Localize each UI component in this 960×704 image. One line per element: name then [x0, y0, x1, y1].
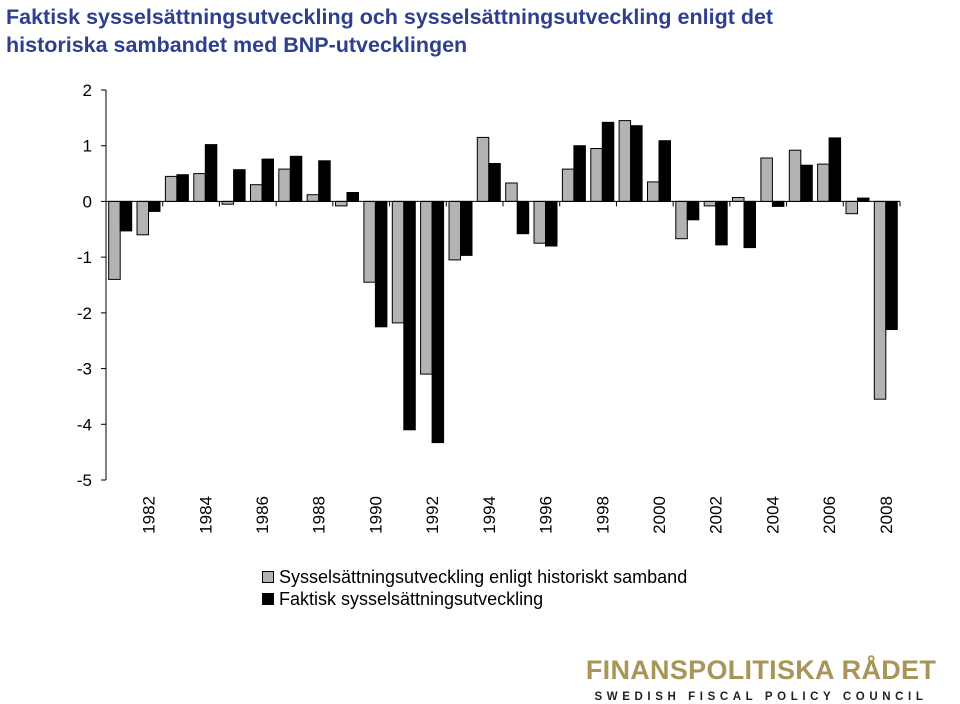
- chart-title-line-1: Faktisk sysselsättningsutveckling och sy…: [6, 5, 774, 29]
- x-tick-label: 1988: [310, 496, 329, 534]
- x-tick-label: 2006: [820, 496, 839, 534]
- bar-historic-2000: [647, 181, 660, 202]
- y-tick-label: 0: [83, 192, 92, 211]
- bar-actual-1987: [289, 155, 303, 202]
- bar-historic-2004: [760, 157, 773, 202]
- bar-actual-1995: [516, 200, 530, 235]
- bar-actual-1981: [119, 200, 133, 232]
- x-tick-label: 2002: [707, 496, 726, 534]
- y-tick-labels: 2 1 0 -1 -2 -3 -4 -5: [77, 81, 92, 490]
- bar-historic-1995: [505, 182, 518, 202]
- legend-swatch-actual: [262, 593, 274, 605]
- bar-actual-1983: [176, 174, 189, 202]
- bar-actual-1986: [261, 158, 274, 202]
- x-tick-label: 2008: [877, 496, 896, 534]
- bar-actual-1997: [573, 145, 586, 202]
- x-tick-label: 1996: [537, 496, 556, 534]
- x-tick-label: 1994: [480, 496, 499, 534]
- legend-item-actual: Faktisk sysselsättningsutveckling: [262, 588, 687, 610]
- bar-actual-1989: [346, 192, 359, 202]
- bar-actual-2002: [715, 200, 728, 246]
- bar-historic-1982: [136, 200, 149, 236]
- bar-historic-1991: [391, 200, 405, 324]
- bar-historic-2008: [873, 200, 887, 400]
- bar-historic-2003: [732, 197, 745, 202]
- y-tick-label: -3: [77, 360, 92, 379]
- x-tick-label: 2004: [763, 496, 782, 534]
- bars-group: [108, 120, 898, 444]
- x-tick-label: 1990: [366, 496, 385, 534]
- bar-historic-2006: [817, 163, 830, 202]
- bar-historic-1981: [108, 200, 121, 280]
- x-tick-label: 1982: [140, 496, 159, 534]
- bar-historic-1986: [250, 184, 263, 202]
- y-tick-label: -1: [77, 248, 92, 267]
- bar-historic-1988: [306, 194, 320, 202]
- x-tick-labels: 1982 1984 1986 1988 1990 1992 1994 1996 1998 2000…: [140, 496, 896, 534]
- logo: FINANSPOLITISKA RÅDET SWEDISH FISCAL POL…: [567, 654, 955, 703]
- axes-group: [101, 89, 901, 481]
- bar-actual-2005: [800, 164, 813, 202]
- y-tick-label: -5: [77, 471, 92, 490]
- bar-actual-2006: [828, 137, 842, 202]
- bar-actual-2001: [686, 200, 700, 221]
- y-tick-label: -4: [77, 415, 92, 434]
- bar-actual-1990: [374, 200, 388, 328]
- chart-title-line-2: historiska sambandet med BNP-utvecklinge…: [6, 33, 468, 57]
- bar-historic-1993: [448, 200, 461, 261]
- logo-tagline: SWEDISH FISCAL POLICY COUNCIL: [594, 691, 928, 703]
- legend-item-historic: Sysselsättningsutveckling enligt histori…: [262, 566, 687, 588]
- chart-title: Faktisk sysselsättningsutveckling och sy…: [6, 3, 946, 59]
- legend-label-historic: Sysselsättningsutveckling enligt histori…: [279, 567, 688, 587]
- bar-actual-1994: [488, 163, 501, 202]
- x-tick-label: 1984: [196, 496, 215, 534]
- bar-actual-2007: [857, 197, 870, 202]
- y-tick-label: -2: [77, 304, 92, 323]
- bar-historic-2005: [788, 149, 802, 202]
- bar-historic-1999: [618, 120, 632, 202]
- bar-historic-1996: [533, 200, 546, 244]
- bar-actual-1988: [318, 160, 331, 203]
- bar-historic-1997: [561, 168, 575, 202]
- bar-actual-1984: [204, 144, 218, 202]
- bar-historic-1990: [363, 200, 376, 283]
- bar-actual-1993: [460, 200, 473, 256]
- bar-actual-2004: [771, 200, 785, 207]
- bar-historic-1994: [476, 136, 490, 202]
- bar-actual-1982: [148, 200, 161, 212]
- bar-actual-1996: [545, 200, 558, 247]
- bar-actual-2003: [743, 200, 756, 249]
- bar-actual-1991: [403, 200, 416, 431]
- legend: Sysselsättningsutveckling enligt histori…: [262, 566, 687, 610]
- bar-actual-1999: [630, 125, 643, 202]
- bar-historic-2007: [845, 200, 858, 215]
- logo-wordmark: FINANSPOLITISKA RÅDET: [585, 655, 937, 685]
- bar-historic-2001: [675, 200, 688, 240]
- bar-historic-2002: [703, 200, 717, 207]
- bar-actual-1985: [233, 169, 246, 202]
- bar-actual-2008: [885, 200, 898, 330]
- y-tick-label: 1: [83, 137, 92, 156]
- bar-historic-1983: [164, 175, 178, 202]
- x-tick-label: 1998: [593, 496, 612, 534]
- bar-historic-1992: [420, 200, 433, 375]
- x-tick-label: 2000: [650, 496, 669, 534]
- bar-historic-1987: [278, 168, 291, 202]
- x-tick-label: 1986: [253, 496, 272, 534]
- bar-actual-1992: [431, 200, 445, 444]
- legend-swatch-historic: [262, 571, 274, 583]
- bar-historic-1998: [590, 148, 603, 202]
- x-tick-label: 1992: [423, 496, 442, 534]
- bar-chart: 210-1-2-3-4-5 1982 1984 1986 1988 1990 1992 19…: [77, 81, 901, 534]
- bar-historic-1984: [193, 173, 206, 203]
- bar-historic-1989: [335, 200, 348, 207]
- bar-actual-2000: [658, 140, 671, 202]
- y-tick-label: 2: [83, 81, 92, 100]
- legend-label-actual: Faktisk sysselsättningsutveckling: [279, 589, 544, 609]
- bar-actual-1998: [601, 121, 615, 202]
